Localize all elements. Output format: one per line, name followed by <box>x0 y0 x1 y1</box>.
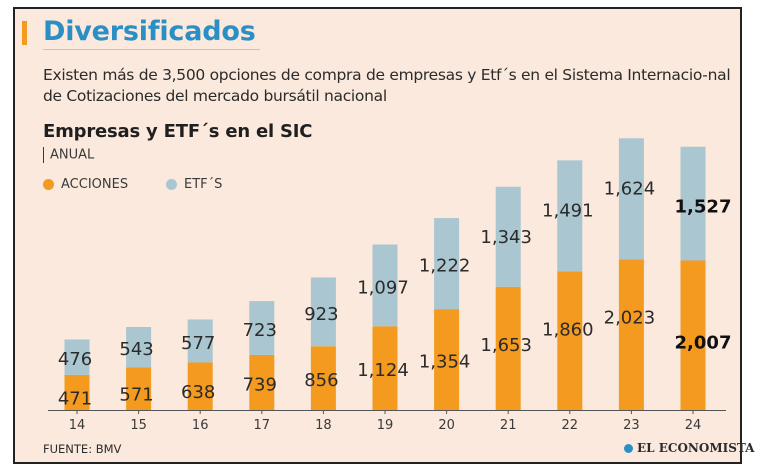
brand-logo: EL ECONOMISTA <box>624 441 754 455</box>
data-label-etfs: 543 <box>119 339 153 360</box>
headline: Diversificados <box>43 16 260 50</box>
data-label-acciones: 739 <box>243 374 277 395</box>
data-label-etfs: 1,343 <box>480 227 532 248</box>
period-text: ANUAL <box>50 147 95 163</box>
x-tick-label: 19 <box>377 418 394 433</box>
bar-etfs <box>249 301 275 355</box>
bar-acciones <box>618 259 644 410</box>
brand-logo-icon <box>624 443 633 453</box>
data-label-etfs: 476 <box>58 349 92 370</box>
x-tick-label: 23 <box>623 418 640 433</box>
x-tick-label: 18 <box>315 418 332 433</box>
brand-name: EL ECONOMISTA <box>637 441 755 455</box>
data-label-etfs: 923 <box>304 304 338 325</box>
x-tick-label: 17 <box>254 418 271 433</box>
bar-etfs <box>187 319 213 363</box>
data-label-acciones: 2,023 <box>604 307 656 328</box>
data-label-etfs: 1,491 <box>542 200 594 221</box>
x-tick-label: 22 <box>562 418 579 433</box>
bar-acciones <box>372 326 398 410</box>
title-accent-bar <box>22 21 27 45</box>
bar-etfs <box>680 146 706 261</box>
data-label-acciones: 1,354 <box>419 352 471 373</box>
source-note: FUENTE: BMV <box>43 442 122 456</box>
data-label-etfs: 1,097 <box>357 277 409 298</box>
bar-etfs <box>372 244 398 327</box>
data-label-etfs: 1,527 <box>675 197 732 218</box>
legend-swatch-etfs <box>166 179 177 190</box>
bar-acciones <box>310 346 336 410</box>
data-label-acciones: 856 <box>304 370 338 391</box>
data-label-etfs: 577 <box>181 333 215 354</box>
bar-etfs <box>618 138 644 260</box>
bar-acciones <box>126 367 152 410</box>
data-label-etfs: 723 <box>243 320 277 341</box>
data-label-acciones: 1,124 <box>357 360 409 381</box>
data-label-acciones: 1,653 <box>480 335 532 356</box>
x-tick-label: 20 <box>438 418 455 433</box>
x-tick-label: 15 <box>130 418 147 433</box>
bar-etfs <box>126 327 152 368</box>
bar-etfs <box>557 160 583 272</box>
bar-acciones <box>680 260 706 410</box>
period-divider <box>43 147 44 163</box>
data-label-acciones: 1,860 <box>542 319 594 340</box>
bar-acciones <box>557 271 583 410</box>
data-label-acciones: 2,007 <box>675 332 732 353</box>
x-tick-label: 16 <box>192 418 209 433</box>
subtitle: Existen más de 3,500 opciones de compra … <box>43 66 731 105</box>
bar-acciones <box>64 374 90 410</box>
bar-etfs <box>495 186 521 287</box>
legend-label-acciones: ACCIONES <box>61 177 129 192</box>
data-label-acciones: 638 <box>181 382 215 403</box>
chart-title: Empresas y ETF´s en el SIC <box>43 121 313 142</box>
data-label-acciones: 571 <box>119 385 153 406</box>
data-label-acciones: 471 <box>58 388 92 409</box>
bar-acciones <box>187 362 213 410</box>
legend-item-etfs: ETF´S <box>166 177 222 192</box>
data-label-etfs: 1,222 <box>419 256 471 277</box>
data-label-etfs: 1,624 <box>604 178 656 199</box>
legend-label-etfs: ETF´S <box>184 177 223 192</box>
bar-acciones <box>434 309 460 410</box>
x-tick-label: 24 <box>685 418 702 433</box>
x-tick-label: 21 <box>500 418 517 433</box>
bar-etfs <box>64 339 90 375</box>
bar-acciones <box>249 354 275 410</box>
x-tick-label: 14 <box>69 418 86 433</box>
bar-acciones <box>495 286 521 410</box>
bar-etfs <box>310 277 336 347</box>
period-label: ANUAL <box>43 147 94 163</box>
bar-etfs <box>434 218 460 310</box>
legend-item-acciones: ACCIONES <box>43 177 128 192</box>
legend-swatch-acciones <box>43 179 54 190</box>
